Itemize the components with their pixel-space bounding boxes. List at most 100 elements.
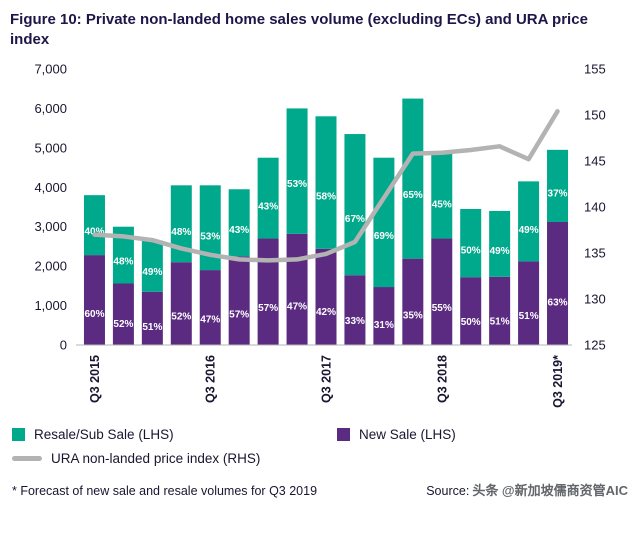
resale-pct-label: 40%: [84, 226, 104, 237]
figure-footer: * Forecast of new sale and resale volume…: [10, 466, 630, 499]
legend-label: Resale/Sub Sale (LHS): [34, 426, 174, 442]
forecast-footnote: * Forecast of new sale and resale volume…: [12, 483, 318, 498]
new-sale-pct-label: 52%: [171, 311, 191, 322]
new-sale-pct-label: 60%: [84, 309, 104, 320]
right-axis-tick-label: 130: [584, 291, 606, 306]
resale-pct-label: 50%: [461, 245, 481, 256]
new-sale-pct-label: 51%: [142, 321, 162, 332]
legend-label: New Sale (LHS): [359, 426, 456, 442]
source-line: Source: 头条 @新加坡儒商资管AIC: [426, 480, 628, 499]
bar-resale-sub-sale: [170, 184, 192, 262]
bar-new-sale: [141, 291, 163, 345]
source-label: Source:: [426, 483, 470, 498]
bar-new-sale: [431, 238, 453, 345]
new-sale-pct-label: 57%: [258, 303, 278, 314]
resale-pct-label: 45%: [432, 199, 452, 210]
new-sale-pct-label: 50%: [461, 316, 481, 327]
new-sale-pct-label: 51%: [519, 311, 539, 322]
bar-new-sale: [228, 255, 250, 345]
bar-new-sale: [547, 221, 569, 345]
legend-item-1: New Sale (LHS): [337, 427, 630, 442]
bar-new-sale: [460, 276, 482, 345]
right-axis-tick-label: 155: [584, 61, 606, 76]
bar-new-sale: [257, 238, 279, 345]
resale-pct-label: 67%: [345, 214, 365, 225]
price-index-line: [92, 108, 560, 263]
bar-resale-sub-sale: [83, 194, 105, 255]
right-axis-tick-label: 125: [584, 337, 606, 352]
new-sale-pct-label: 42%: [316, 306, 336, 317]
left-axis-tick-label: 2,000: [34, 258, 67, 273]
bar-new-sale: [170, 261, 192, 345]
bar-resale-sub-sale: [460, 208, 482, 277]
bar-new-sale: [489, 276, 511, 345]
resale-pct-label: 58%: [316, 191, 336, 202]
bar-new-sale: [402, 258, 424, 345]
new-sale-pct-label: 47%: [287, 301, 307, 312]
new-sale-pct-label: 63%: [548, 297, 568, 308]
bar-resale-sub-sale: [286, 107, 308, 234]
left-axis-tick-label: 0: [60, 337, 67, 352]
bar-resale-sub-sale: [199, 184, 221, 270]
x-axis-tick-label: Q3 2017: [320, 354, 334, 402]
left-axis-tick-label: 5,000: [34, 140, 67, 155]
new-sale-pct-label: 33%: [345, 316, 365, 327]
bar-new-sale: [286, 233, 308, 345]
x-axis-tick-label: Q3 2019*: [551, 354, 565, 407]
x-axis-tick-label: Q3 2015: [88, 354, 102, 402]
bar-resale-sub-sale: [257, 157, 279, 239]
bar-resale-sub-sale: [402, 98, 424, 259]
left-axis-tick-label: 4,000: [34, 179, 67, 194]
left-axis-tick-label: 6,000: [34, 100, 67, 115]
legend-line-swatch: [12, 455, 42, 461]
resale-pct-label: 69%: [374, 230, 394, 241]
legend-square-swatch: [12, 427, 25, 441]
bar-resale-sub-sale: [489, 210, 511, 277]
resale-pct-label: 48%: [113, 256, 133, 267]
sales-volume-price-index-chart: 0 1,000 2,000 3,000 4,000 5,000 6,000 7,000 125 1…: [34, 61, 606, 407]
bar-new-sale: [344, 274, 366, 345]
bar-resale-sub-sale: [518, 180, 540, 261]
right-axis-tick-label: 150: [584, 107, 606, 122]
bar-new-sale: [199, 269, 221, 345]
watermark: 头条 @新加坡儒商资管AIC: [472, 482, 628, 498]
bar-new-sale: [518, 260, 540, 345]
right-axis-tick-label: 140: [584, 199, 606, 214]
bar-resale-sub-sale: [373, 157, 395, 287]
bar-resale-sub-sale: [547, 149, 569, 222]
resale-pct-label: 53%: [200, 231, 220, 242]
resale-pct-label: 43%: [258, 201, 278, 212]
resale-pct-label: 49%: [519, 224, 539, 235]
resale-pct-label: 65%: [403, 190, 423, 201]
new-sale-pct-label: 55%: [432, 303, 452, 314]
bar-new-sale: [315, 248, 337, 345]
right-axis-tick-label: 145: [584, 153, 606, 168]
right-axis-tick-label: 135: [584, 245, 606, 260]
bar-new-sale: [112, 282, 134, 345]
new-sale-pct-label: 31%: [374, 320, 394, 331]
bar-resale-sub-sale: [315, 115, 337, 249]
new-sale-pct-label: 57%: [229, 309, 249, 320]
left-axis-tick-label: 3,000: [34, 219, 67, 234]
bar-resale-sub-sale: [141, 240, 163, 292]
x-axis-tick-label: Q3 2016: [204, 354, 218, 402]
resale-pct-label: 49%: [142, 266, 162, 277]
x-axis-tick-label: Q3 2018: [435, 354, 449, 402]
new-sale-pct-label: 51%: [490, 316, 510, 327]
legend-label: URA non-landed price index (RHS): [51, 450, 261, 466]
bar-resale-sub-sale: [344, 133, 366, 275]
bar-resale-sub-sale: [431, 151, 453, 239]
bar-resale-sub-sale: [112, 226, 134, 283]
new-sale-pct-label: 52%: [113, 318, 133, 329]
new-sale-pct-label: 47%: [200, 314, 220, 325]
resale-pct-label: 43%: [229, 224, 249, 235]
legend-square-swatch: [337, 427, 350, 441]
legend-item-2: URA non-landed price index (RHS): [12, 451, 630, 466]
resale-pct-label: 37%: [548, 188, 568, 199]
resale-pct-label: 49%: [490, 245, 510, 256]
legend-item-0: Resale/Sub Sale (LHS): [12, 427, 337, 442]
bar-resale-sub-sale: [228, 188, 250, 256]
chart-legend: Resale/Sub Sale (LHS) New Sale (LHS) URA n…: [10, 421, 630, 466]
bar-new-sale: [83, 254, 105, 345]
